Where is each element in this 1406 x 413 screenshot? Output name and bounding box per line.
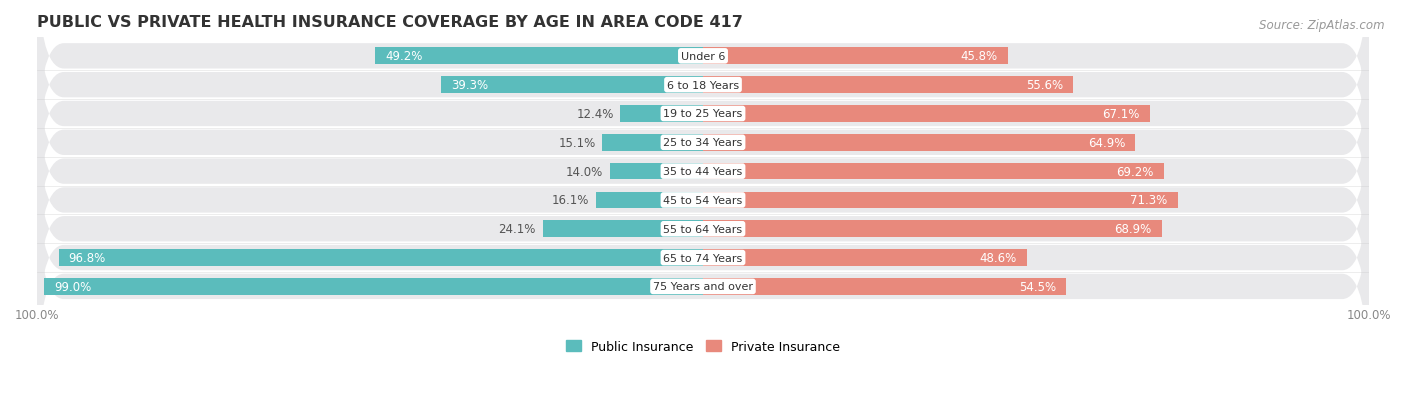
Bar — [596, 192, 703, 209]
FancyBboxPatch shape — [37, 0, 1369, 159]
Bar — [44, 278, 703, 295]
FancyBboxPatch shape — [37, 0, 1369, 188]
Text: 45.8%: 45.8% — [960, 50, 998, 63]
Legend: Public Insurance, Private Insurance: Public Insurance, Private Insurance — [561, 335, 845, 358]
Text: 99.0%: 99.0% — [53, 280, 91, 293]
FancyBboxPatch shape — [37, 69, 1369, 274]
Text: 54.5%: 54.5% — [1019, 280, 1056, 293]
Text: PUBLIC VS PRIVATE HEALTH INSURANCE COVERAGE BY AGE IN AREA CODE 417: PUBLIC VS PRIVATE HEALTH INSURANCE COVER… — [37, 15, 744, 30]
Bar — [703, 106, 1150, 123]
Text: 12.4%: 12.4% — [576, 108, 614, 121]
Bar — [703, 48, 1008, 65]
Text: 55.6%: 55.6% — [1026, 79, 1063, 92]
Bar — [543, 221, 703, 237]
Text: 25 to 34 Years: 25 to 34 Years — [664, 138, 742, 148]
Bar — [703, 249, 1026, 266]
FancyBboxPatch shape — [37, 40, 1369, 245]
Text: 49.2%: 49.2% — [385, 50, 423, 63]
Text: 71.3%: 71.3% — [1130, 194, 1168, 207]
Text: 39.3%: 39.3% — [451, 79, 488, 92]
Text: 69.2%: 69.2% — [1116, 165, 1154, 178]
Text: 15.1%: 15.1% — [558, 136, 596, 150]
Text: 65 to 74 Years: 65 to 74 Years — [664, 253, 742, 263]
Text: 96.8%: 96.8% — [69, 252, 105, 264]
Bar — [59, 249, 703, 266]
Bar — [375, 48, 703, 65]
FancyBboxPatch shape — [37, 12, 1369, 216]
Text: Under 6: Under 6 — [681, 52, 725, 62]
Text: 16.1%: 16.1% — [551, 194, 589, 207]
Text: 55 to 64 Years: 55 to 64 Years — [664, 224, 742, 234]
Text: 45 to 54 Years: 45 to 54 Years — [664, 195, 742, 205]
FancyBboxPatch shape — [37, 184, 1369, 389]
Bar — [610, 164, 703, 180]
FancyBboxPatch shape — [37, 98, 1369, 303]
Text: 67.1%: 67.1% — [1102, 108, 1140, 121]
Bar — [703, 278, 1066, 295]
Text: 68.9%: 68.9% — [1115, 223, 1152, 236]
Bar — [703, 77, 1073, 94]
Text: 6 to 18 Years: 6 to 18 Years — [666, 81, 740, 90]
Bar — [703, 221, 1161, 237]
Bar — [703, 135, 1135, 151]
Text: 75 Years and over: 75 Years and over — [652, 282, 754, 292]
Text: Source: ZipAtlas.com: Source: ZipAtlas.com — [1260, 19, 1385, 31]
Text: 24.1%: 24.1% — [499, 223, 536, 236]
Text: 48.6%: 48.6% — [980, 252, 1017, 264]
Text: 14.0%: 14.0% — [565, 165, 603, 178]
Bar — [603, 135, 703, 151]
Bar — [620, 106, 703, 123]
Text: 35 to 44 Years: 35 to 44 Years — [664, 167, 742, 177]
Bar — [441, 77, 703, 94]
Bar — [703, 164, 1164, 180]
Text: 19 to 25 Years: 19 to 25 Years — [664, 109, 742, 119]
Bar — [703, 192, 1178, 209]
FancyBboxPatch shape — [37, 127, 1369, 332]
Text: 64.9%: 64.9% — [1088, 136, 1125, 150]
FancyBboxPatch shape — [37, 156, 1369, 360]
